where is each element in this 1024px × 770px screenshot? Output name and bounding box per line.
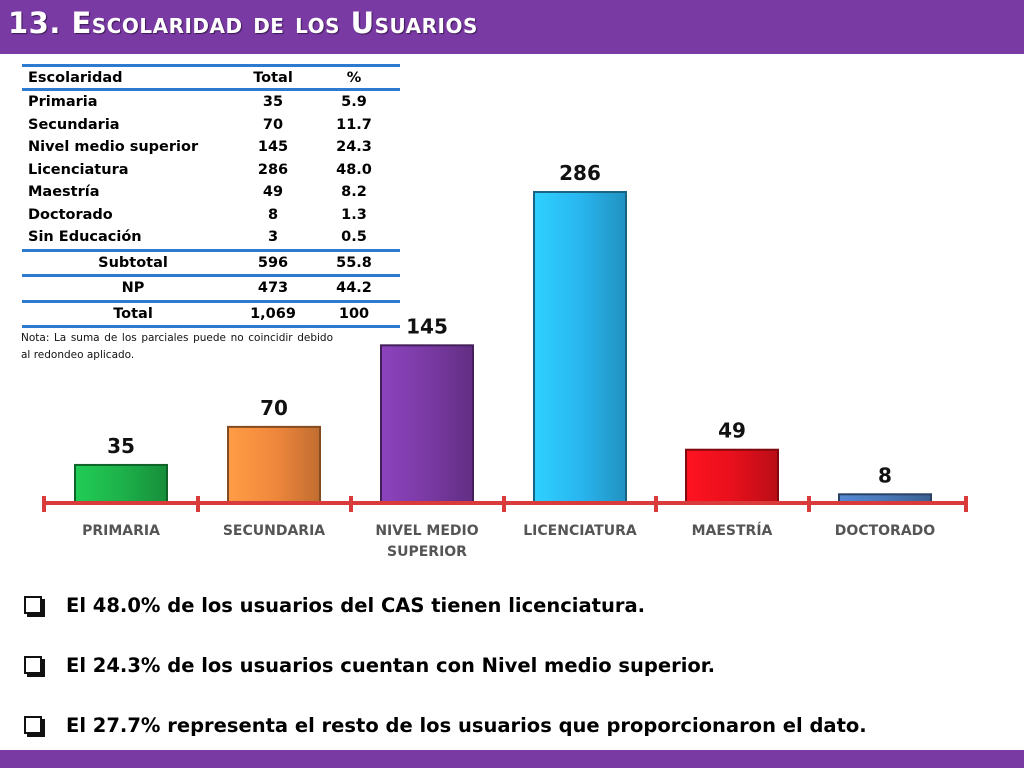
bullet-text: El 48.0% de los usuarios del CAS tienen …: [66, 593, 646, 617]
row-label: Maestría: [28, 184, 100, 201]
bullet-list: El 48.0% de los usuarios del CAS tienen …: [22, 590, 1012, 770]
total-label: Total: [113, 305, 153, 322]
total-total: 1,069: [250, 305, 296, 322]
row-total: 286: [257, 161, 289, 178]
category-label: SUPERIOR: [387, 544, 467, 560]
checkbox-bullet-icon: [24, 656, 42, 674]
row-total: 145: [257, 139, 289, 156]
total-percent: 100: [338, 305, 370, 322]
table-row: Secundaria 70 11.7: [22, 114, 400, 137]
list-item: El 48.0% de los usuarios del CAS tienen …: [22, 590, 1012, 620]
bar-value-label: 286: [559, 161, 601, 185]
title-bar: 13. Escolaridad de los Usuarios: [0, 0, 1024, 54]
bar-licenciatura: [533, 191, 627, 504]
row-total: 8: [267, 206, 279, 223]
np-total: 473: [257, 280, 289, 297]
bar-value-label: 35: [107, 434, 135, 458]
row-total: 35: [262, 94, 284, 111]
header-escolaridad: Escolaridad: [28, 69, 123, 86]
category-label: DOCTORADO: [835, 523, 935, 539]
list-item: El 27.7% representa el resto de los usua…: [22, 710, 1012, 740]
bar-value-label: 49: [718, 419, 746, 443]
row-percent: 8.2: [341, 184, 367, 201]
table-header-row: Escolaridad Total %: [22, 64, 400, 91]
checkbox-bullet-icon: [24, 716, 42, 734]
bullet-text: El 27.7% representa el resto de los usua…: [66, 713, 867, 737]
row-percent: 1.3: [341, 206, 367, 223]
schooling-table: Escolaridad Total % Primaria 35 5.9 Secu…: [22, 64, 400, 328]
table-row: Primaria 35 5.9: [22, 91, 400, 114]
table-note: Nota: La suma de los parciales puede no …: [21, 332, 333, 361]
subtotal-label: Subtotal: [98, 254, 168, 271]
bottom-bar: [0, 750, 1024, 768]
table-row: Doctorado 8 1.3: [22, 204, 400, 227]
bar-value-label: 145: [406, 314, 448, 338]
table-row: Sin Educación 3 0.5: [22, 226, 400, 249]
list-item: El 24.3% de los usuarios cuentan con Niv…: [22, 650, 1012, 680]
header-percent: %: [346, 69, 362, 86]
row-total: 49: [262, 184, 284, 201]
bullet-text: El 24.3% de los usuarios cuentan con Niv…: [66, 653, 716, 677]
row-label: Nivel medio superior: [28, 139, 199, 156]
bar-nivel-medio-superior: [380, 344, 474, 504]
checkbox-bullet-icon: [24, 596, 42, 614]
subtotal-total: 596: [257, 254, 289, 271]
category-label: PRIMARIA: [82, 523, 160, 539]
category-label: SECUNDARIA: [223, 523, 325, 539]
page-title: 13. Escolaridad de los Usuarios: [8, 6, 478, 40]
table-row: Nivel medio superior 145 24.3: [22, 136, 400, 159]
row-label: Doctorado: [28, 206, 113, 223]
bar-primaria: [74, 463, 168, 504]
bar-value-label: 8: [878, 463, 892, 487]
row-label: Licenciatura: [28, 161, 129, 178]
row-percent: 11.7: [336, 116, 372, 133]
category-label: MAESTRÍA: [692, 522, 773, 539]
np-row: NP 473 44.2: [22, 274, 400, 300]
bar-value-label: 70: [260, 396, 288, 420]
subtotal-row: Subtotal 596 55.8: [22, 248, 400, 275]
total-row: Total 1,069 100: [22, 299, 400, 328]
bar-secundaria: [227, 425, 321, 505]
row-percent: 48.0: [336, 161, 372, 178]
bar-chart: 35 PRIMARIA 70 SECUNDARIA 145 NIVEL MEDIO SUPE…: [42, 161, 968, 560]
row-total: 70: [262, 116, 284, 133]
header-total: Total: [253, 69, 293, 86]
row-total: 3: [267, 229, 279, 246]
row-percent: 5.9: [341, 94, 367, 111]
category-label: LICENCIATURA: [523, 523, 637, 539]
category-label: NIVEL MEDIO: [375, 523, 478, 539]
row-label: Secundaria: [28, 116, 120, 133]
subtotal-percent: 55.8: [336, 254, 372, 271]
table-row: Maestría 49 8.2: [22, 181, 400, 204]
np-label: NP: [121, 280, 145, 297]
np-percent: 44.2: [336, 280, 372, 297]
bar-maestr-a: [685, 448, 779, 505]
row-percent: 24.3: [336, 139, 372, 156]
row-label: Primaria: [28, 94, 98, 111]
table-row: Licenciatura 286 48.0: [22, 159, 400, 182]
row-percent: 0.5: [341, 229, 367, 246]
row-label: Sin Educación: [28, 229, 142, 246]
